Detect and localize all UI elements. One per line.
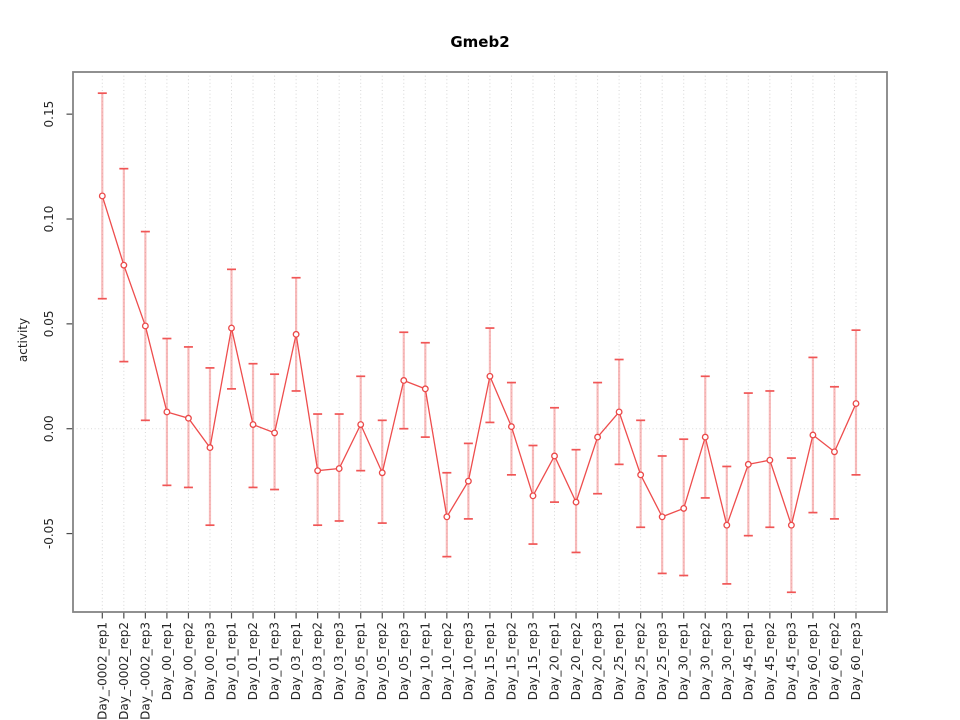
data-point — [529, 492, 537, 500]
data-point — [314, 467, 322, 475]
x-tick-label: Day_10_rep1 — [418, 622, 432, 700]
x-tick-label: Day_20_rep2 — [569, 622, 583, 700]
x-tick-label: Day_15_rep1 — [483, 622, 497, 700]
x-tick-label: Day_25_rep1 — [612, 622, 626, 700]
x-tick-label: Day_03_rep3 — [332, 622, 346, 700]
data-points-layer — [98, 192, 860, 529]
x-tick-label: Day_15_rep2 — [504, 622, 518, 700]
data-point — [464, 477, 472, 485]
x-tick-label: Day_60_rep1 — [806, 622, 820, 700]
data-point — [163, 408, 171, 416]
data-point — [443, 513, 451, 521]
data-point — [701, 433, 709, 441]
data-point — [680, 504, 688, 512]
data-point — [400, 377, 408, 384]
y-axis-label: activity — [16, 318, 30, 362]
data-point — [766, 456, 774, 464]
x-tick-label: Day_30_rep3 — [720, 622, 734, 700]
x-tick-label: Day_00_rep1 — [160, 622, 174, 700]
x-tick-label: Day_03_rep2 — [311, 622, 325, 700]
data-point — [120, 261, 128, 269]
data-point — [658, 513, 666, 521]
error-bars-layer — [97, 92, 861, 594]
data-point — [184, 414, 192, 422]
x-tick-label: Day_60_rep3 — [849, 622, 863, 700]
x-tick-label: Day_30_rep1 — [677, 622, 691, 700]
chart-title: Gmeb2 — [450, 33, 509, 51]
x-tick-label: Day_05_rep3 — [397, 622, 411, 700]
x-tick-label: Day_-0002_rep2 — [117, 622, 131, 720]
data-point — [744, 460, 752, 468]
data-point — [615, 408, 623, 416]
x-tick-label: Day_10_rep2 — [440, 622, 454, 700]
data-point — [572, 498, 580, 506]
data-point — [206, 444, 214, 452]
data-point — [292, 330, 300, 338]
data-point — [249, 421, 257, 428]
y-tick-label: 0.10 — [42, 206, 56, 233]
data-point — [141, 322, 149, 330]
data-point — [551, 452, 558, 460]
y-tick-label: 0.00 — [42, 415, 56, 442]
data-point — [594, 433, 602, 441]
x-tick-label: Day_10_rep3 — [461, 622, 475, 700]
x-tick-label: Day_01_rep1 — [225, 622, 239, 700]
data-point — [98, 192, 106, 200]
x-tick-label: Day_00_rep3 — [203, 622, 217, 700]
x-tick-label: Day_25_rep3 — [655, 622, 669, 700]
series-line — [101, 195, 857, 528]
grid-layer — [73, 72, 887, 612]
data-point — [271, 429, 279, 437]
data-point — [787, 521, 795, 529]
x-tick-label: Day_20_rep3 — [591, 622, 605, 700]
y-tick-label: 0.05 — [42, 311, 56, 338]
data-point — [723, 521, 731, 529]
x-tick-label: Day_30_rep2 — [698, 622, 712, 700]
plot-border-box — [72, 71, 888, 613]
axis-layer: -0.05 0.00 0.05 0.10 0.15 Day_-0002_rep1 Day_-… — [42, 101, 863, 720]
data-point — [421, 385, 429, 393]
x-tick-label: Day_03_rep1 — [289, 622, 303, 700]
data-point — [378, 469, 386, 477]
x-tick-label: Day_15_rep3 — [526, 622, 540, 700]
x-tick-label: Day_-0002_rep3 — [138, 622, 152, 720]
x-tick-label: Day_05_rep2 — [375, 622, 389, 700]
data-point — [228, 324, 235, 332]
x-tick-label: Day_60_rep2 — [827, 622, 841, 700]
x-tick-label: Day_25_rep2 — [634, 622, 648, 700]
data-point — [852, 400, 860, 407]
data-point — [507, 423, 515, 431]
data-point — [831, 448, 838, 456]
data-point — [486, 372, 494, 380]
data-point — [335, 465, 343, 473]
x-tick-label: Day_00_rep2 — [181, 622, 195, 700]
x-tick-label: Day_-0002_rep1 — [95, 622, 109, 720]
series-line-layer — [101, 195, 857, 528]
x-tick-label: Day_05_rep1 — [354, 622, 368, 700]
data-point — [637, 471, 645, 479]
y-tick-label: -0.05 — [42, 518, 56, 549]
x-tick-label: Day_20_rep1 — [548, 622, 562, 700]
x-tick-label: Day_45_rep2 — [763, 622, 777, 700]
data-point — [357, 421, 365, 428]
y-tick-label: 0.15 — [42, 101, 56, 128]
data-point — [809, 431, 817, 439]
x-tick-label: Day_01_rep2 — [246, 622, 260, 700]
x-tick-label: Day_45_rep1 — [741, 622, 755, 700]
x-tick-label: Day_45_rep3 — [784, 622, 798, 700]
x-tick-label: Day_01_rep3 — [268, 622, 282, 700]
